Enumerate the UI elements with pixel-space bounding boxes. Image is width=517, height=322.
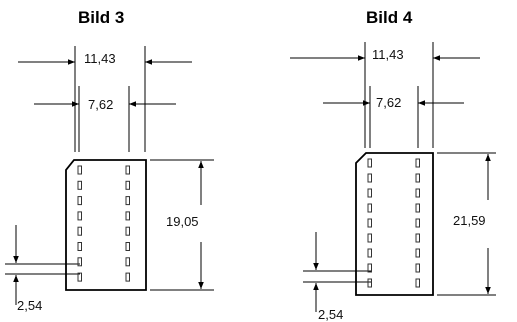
fig3-pin-left-4	[77, 211, 82, 221]
fig4-pin-right-7	[415, 248, 420, 258]
fig4-pin-right-6	[415, 233, 420, 243]
fig4-pin-left-7	[367, 248, 372, 258]
fig4-pin-right-4	[415, 203, 420, 213]
fig4-pin-left-5	[367, 218, 372, 228]
fig4-outer-width-label: 11,43	[372, 47, 404, 62]
fig3-pin-left-3	[77, 196, 82, 206]
fig3-pins	[77, 165, 130, 282]
fig3-pin-right-4	[125, 211, 130, 221]
fig4-pin-right-8	[415, 263, 420, 273]
fig4-pin-left-8	[367, 263, 372, 273]
fig4-pin-right-2	[415, 173, 420, 183]
fig4-pin-left-6	[367, 233, 372, 243]
fig3-pin-left-8	[77, 272, 82, 282]
fig3-pin-left-1	[77, 165, 82, 175]
fig3-package-outline	[65, 159, 147, 291]
fig4-pin-left-4	[367, 203, 372, 213]
fig4-inner-width-label: 7,62	[376, 95, 402, 110]
fig3-pin-left-5	[77, 226, 82, 236]
fig3-pin-right-8	[125, 272, 130, 282]
fig4-pin-left-3	[367, 188, 372, 198]
fig4-pin-left-2	[367, 173, 372, 183]
fig3-pin-right-7	[125, 257, 130, 267]
fig4-pin-left-9	[367, 278, 372, 288]
fig4-pins	[367, 158, 420, 288]
fig4-pin-right-5	[415, 218, 420, 228]
fig3-pitch-label: 2,54	[17, 298, 43, 313]
fig4-pin-left-1	[367, 158, 372, 168]
fig3-pin-right-2	[125, 180, 130, 190]
fig3-pin-left-2	[77, 180, 82, 190]
fig4-pin-right-9	[415, 278, 420, 288]
fig3-pin-left-6	[77, 242, 82, 251]
figure-title-bild-3: Bild 3	[78, 8, 125, 27]
fig3-pin-right-5	[125, 226, 130, 236]
fig3-outer-width-label: 11,43	[84, 51, 116, 66]
fig4-pin-right-1	[415, 158, 420, 168]
fig3-pin-right-3	[125, 196, 130, 206]
fig3-pin-right-6	[125, 242, 130, 251]
fig3-pin-left-7	[77, 257, 82, 267]
fig4-pitch-label: 2,54	[318, 307, 344, 322]
fig3-pin-right-1	[125, 165, 130, 175]
fig4-pin-right-3	[415, 188, 420, 198]
figure-bild-4	[290, 42, 496, 312]
fig4-length-label: 21,59	[453, 213, 486, 228]
fig4-package-outline	[355, 152, 434, 296]
figure-title-bild-4: Bild 4	[366, 8, 413, 27]
figure-bild-3	[5, 46, 214, 305]
fig3-inner-width-label: 7,62	[88, 97, 114, 112]
fig3-length-label: 19,05	[166, 214, 199, 229]
